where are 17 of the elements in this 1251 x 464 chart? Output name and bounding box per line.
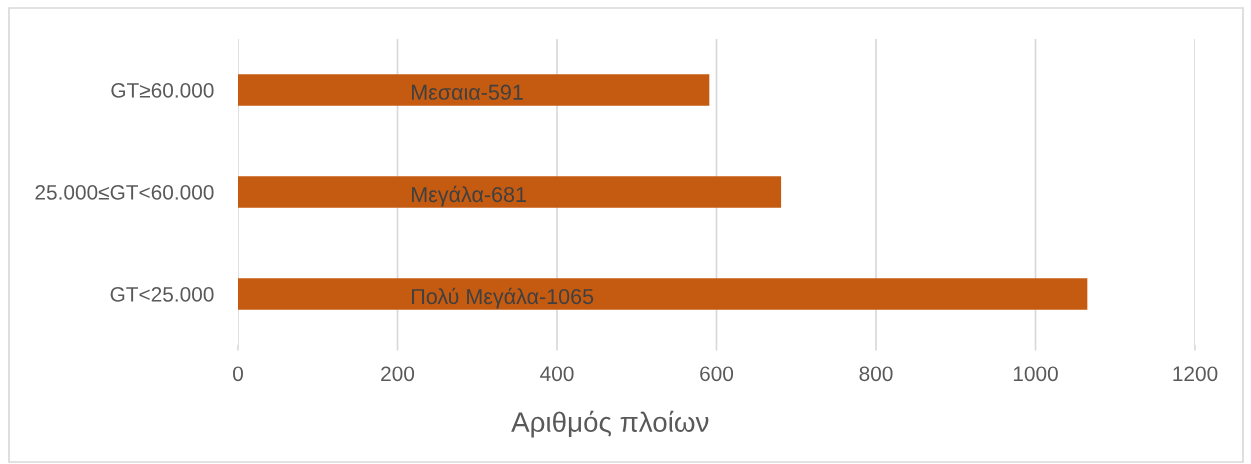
x-tick-label: 0 bbox=[233, 366, 243, 382]
x-tick-label: 1000 bbox=[1013, 366, 1058, 382]
x-tick-label: 1200 bbox=[1173, 366, 1218, 382]
x-tick-label: 600 bbox=[700, 366, 734, 382]
x-axis-title: Αριθμός πλοίων bbox=[511, 410, 709, 438]
x-tick-label: 400 bbox=[540, 366, 574, 382]
y-tick-label: GT<25.000 bbox=[110, 287, 214, 302]
data-label: Πολύ Μεγάλα-1065 bbox=[412, 287, 594, 309]
data-label: Μεγάλα-681 bbox=[412, 185, 526, 207]
x-tick-label: 200 bbox=[381, 366, 415, 382]
bar bbox=[238, 278, 1088, 310]
data-label: Μεσαια-591 bbox=[412, 84, 523, 100]
bar bbox=[238, 74, 710, 106]
x-tick-label: 800 bbox=[859, 366, 893, 382]
bar bbox=[238, 176, 782, 208]
y-tick-label: 25.000≤GT<60.000 bbox=[35, 185, 214, 200]
y-tick-label: GT≥60.000 bbox=[111, 83, 214, 98]
